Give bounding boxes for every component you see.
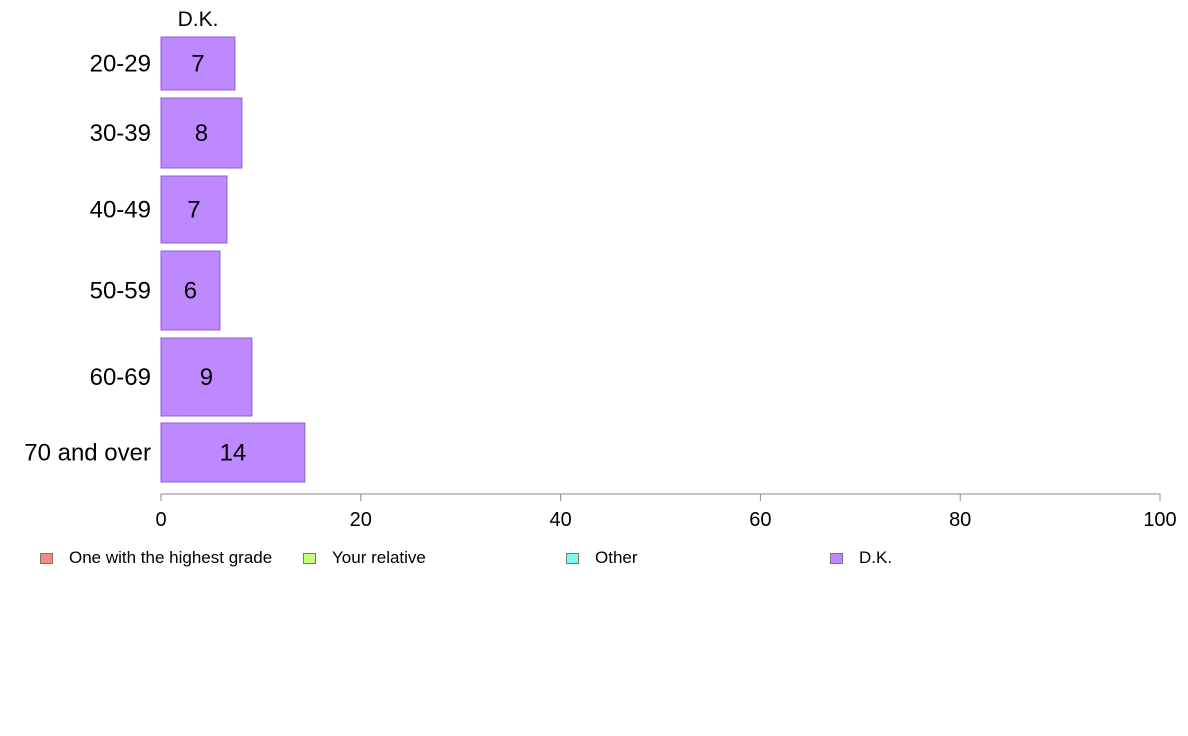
legend-swatch bbox=[40, 552, 53, 564]
legend-swatch bbox=[566, 552, 579, 564]
x-tick-label: 60 bbox=[749, 509, 771, 531]
x-tick-label: 80 bbox=[949, 509, 971, 531]
labels-layer: D.K. 20-29 7 30-39 8 40-49 7 50-59 6 60-69 9 70 and… bbox=[24, 8, 246, 467]
x-tick-label: 40 bbox=[549, 509, 571, 531]
legend-item: Your relative bbox=[303, 546, 426, 570]
category-label: 60-69 bbox=[90, 364, 151, 391]
bar-4 bbox=[160, 97, 243, 169]
data-label: 7 bbox=[187, 197, 200, 224]
bars-layer bbox=[160, 36, 306, 483]
bar-4 bbox=[160, 36, 236, 91]
legend-item: Other bbox=[566, 546, 638, 570]
legend-label: Other bbox=[595, 548, 638, 567]
legend-label: One with the highest grade bbox=[69, 548, 273, 567]
data-label: 14 bbox=[220, 440, 247, 467]
data-label: 8 bbox=[195, 120, 208, 147]
x-tick-label: 100 bbox=[1143, 509, 1176, 531]
bar-4 bbox=[160, 175, 228, 244]
legend-item: One with the highest grade bbox=[40, 546, 272, 570]
legend-swatch bbox=[303, 552, 316, 564]
category-label: 50-59 bbox=[90, 278, 151, 305]
bar-4 bbox=[160, 422, 306, 483]
legend-item: D.K. bbox=[830, 546, 892, 570]
category-label: 40-49 bbox=[90, 197, 151, 224]
data-label: 9 bbox=[200, 364, 213, 391]
category-label: 30-39 bbox=[90, 120, 151, 147]
x-tick-label: 0 bbox=[155, 509, 166, 531]
legend-label: Your relative bbox=[332, 548, 426, 567]
category-label: 20-29 bbox=[90, 51, 151, 78]
category-label: 70 and over bbox=[24, 440, 151, 467]
column-header: D.K. bbox=[178, 8, 219, 31]
bar-4 bbox=[160, 250, 221, 331]
legend-label: D.K. bbox=[859, 548, 893, 567]
bar-chart: D.K. 20-29 7 30-39 8 40-49 7 50-59 6 60-69 9 70 and… bbox=[24, 8, 1177, 531]
data-label: 6 bbox=[184, 278, 197, 305]
legend-swatch bbox=[830, 552, 843, 564]
legend: One with the highest grade Your relative O… bbox=[0, 546, 1188, 572]
x-tick-label: 20 bbox=[350, 509, 372, 531]
bar-4 bbox=[160, 337, 253, 417]
data-label: 7 bbox=[191, 51, 204, 78]
x-axis: 0 20 40 60 80 100 bbox=[155, 493, 1177, 531]
